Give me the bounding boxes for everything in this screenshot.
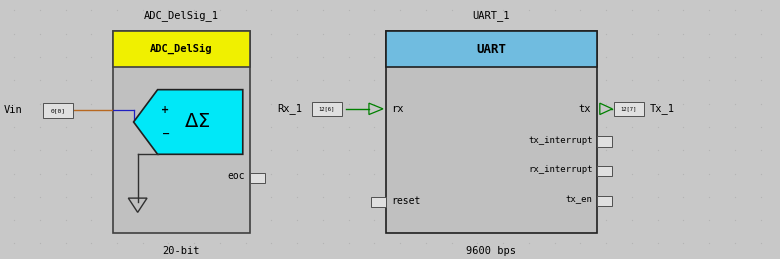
FancyBboxPatch shape xyxy=(43,103,73,118)
FancyBboxPatch shape xyxy=(312,102,342,116)
Text: UART_1: UART_1 xyxy=(473,10,510,21)
Text: +: + xyxy=(161,105,169,115)
FancyBboxPatch shape xyxy=(113,31,250,233)
Text: tx_interrupt: tx_interrupt xyxy=(528,136,593,145)
Text: Tx_1: Tx_1 xyxy=(650,103,675,114)
Text: rx_interrupt: rx_interrupt xyxy=(528,166,593,175)
FancyBboxPatch shape xyxy=(386,31,597,67)
Text: reset: reset xyxy=(392,196,421,206)
Text: ADC_DelSig: ADC_DelSig xyxy=(150,44,213,54)
FancyBboxPatch shape xyxy=(250,173,265,183)
Text: tx: tx xyxy=(579,104,591,114)
Text: UART: UART xyxy=(477,43,506,56)
Text: 0[0]: 0[0] xyxy=(50,108,66,113)
FancyBboxPatch shape xyxy=(597,166,612,176)
FancyBboxPatch shape xyxy=(113,31,250,67)
Text: eoc: eoc xyxy=(227,171,245,181)
Text: 20-bit: 20-bit xyxy=(162,246,200,256)
FancyBboxPatch shape xyxy=(597,136,612,147)
FancyBboxPatch shape xyxy=(386,31,597,233)
Polygon shape xyxy=(133,90,243,154)
Text: −: − xyxy=(161,129,169,139)
Text: Vin: Vin xyxy=(4,105,23,115)
FancyBboxPatch shape xyxy=(597,196,612,206)
Text: $\Delta\Sigma$: $\Delta\Sigma$ xyxy=(184,112,210,132)
Text: Rx_1: Rx_1 xyxy=(277,103,302,114)
Text: 12[6]: 12[6] xyxy=(319,106,335,111)
FancyBboxPatch shape xyxy=(370,197,386,207)
FancyBboxPatch shape xyxy=(614,102,644,116)
Text: 12[7]: 12[7] xyxy=(621,106,636,111)
Text: 9600 bps: 9600 bps xyxy=(466,246,516,256)
Text: tx_en: tx_en xyxy=(566,195,593,204)
Text: rx: rx xyxy=(392,104,404,114)
Text: ADC_DelSig_1: ADC_DelSig_1 xyxy=(144,10,219,21)
